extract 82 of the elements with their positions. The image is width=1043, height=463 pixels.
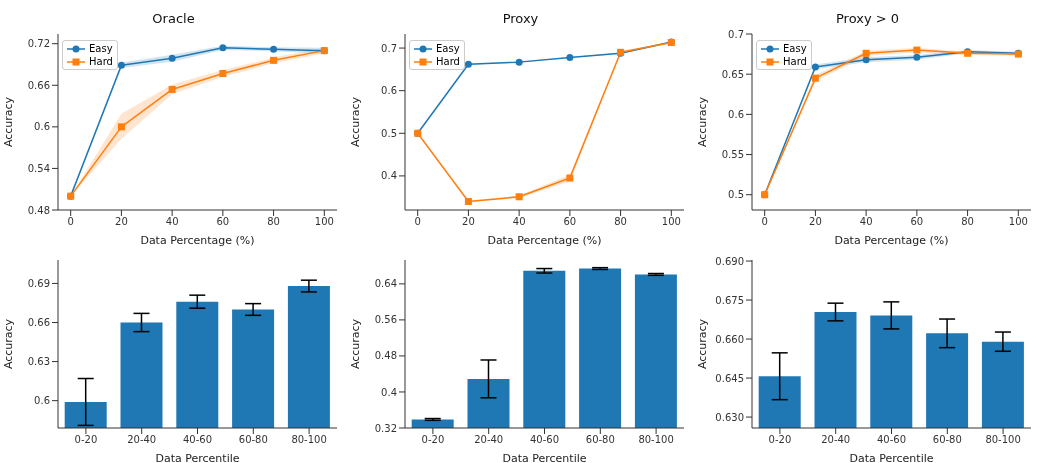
- x-tick-label: 20: [462, 216, 475, 228]
- x-tick-label: 80-100: [638, 433, 674, 445]
- y-tick-label: 0.690: [715, 255, 744, 267]
- legend-label: Hard: [783, 56, 807, 67]
- y-axis-title: Accuracy: [348, 317, 362, 369]
- y-tick-label: 0.630: [715, 411, 744, 423]
- x-tick-label: 80: [267, 216, 280, 228]
- x-tick-label: 20-40: [474, 433, 504, 445]
- y-tick-label: 0.4: [381, 386, 397, 398]
- y-tick-label: 0.66: [27, 316, 50, 328]
- x-tick-label: 80-100: [291, 433, 327, 445]
- x-tick-label: 0: [761, 216, 768, 228]
- y-tick-label: 0.6: [34, 121, 50, 133]
- y-tick-label: 0.63: [27, 355, 50, 367]
- x-tick-label: 0-20: [74, 433, 98, 445]
- y-axis-title: Accuracy: [695, 96, 709, 148]
- x-axis-title: Data Percentage (%): [834, 234, 949, 247]
- y-axis-title: Accuracy: [695, 317, 709, 369]
- legend-label: Easy: [783, 43, 807, 54]
- y-tick-label: 0.5: [728, 189, 744, 201]
- legend-label: Hard: [89, 56, 113, 67]
- y-axis-title: Accuracy: [348, 96, 362, 148]
- legend-label: Hard: [436, 56, 460, 67]
- y-tick-label: 0.660: [715, 333, 744, 345]
- x-tick-label: 40: [165, 216, 179, 228]
- y-axis-title: Accuracy: [1, 317, 15, 369]
- x-tick-label: 100: [314, 216, 334, 228]
- x-tick-label: 100: [661, 216, 681, 228]
- x-tick-label: 60-80: [238, 433, 268, 445]
- x-tick-label: 80: [961, 216, 974, 228]
- x-tick-label: 60: [563, 216, 577, 228]
- y-tick-label: 0.675: [715, 294, 744, 306]
- chart-title: Oracle: [151, 10, 196, 28]
- x-axis-title: Data Percentage (%): [140, 234, 255, 247]
- y-tick-label: 0.645: [715, 372, 744, 384]
- y-tick-label: 0.32: [374, 422, 397, 434]
- x-tick-label: 20-40: [127, 433, 157, 445]
- y-tick-label: 0.48: [27, 204, 50, 216]
- x-tick-label: 40: [512, 216, 526, 228]
- y-tick-label: 0.7: [728, 28, 744, 40]
- x-tick-label: 20: [809, 216, 822, 228]
- x-tick-label: 0: [414, 216, 421, 228]
- x-tick-label: 0-20: [421, 433, 445, 445]
- x-tick-label: 100: [1008, 216, 1028, 228]
- y-tick-label: 0.4: [381, 170, 397, 182]
- y-tick-label: 0.7: [381, 42, 397, 54]
- y-tick-label: 0.72: [27, 38, 50, 50]
- chart-title: Proxy: [501, 10, 540, 28]
- y-tick-label: 0.65: [721, 68, 744, 80]
- x-tick-label: 40-60: [529, 433, 560, 445]
- chart-title: Proxy > 0: [834, 10, 900, 28]
- x-tick-label: 40: [859, 216, 873, 228]
- y-tick-label: 0.5: [381, 127, 397, 139]
- x-axis-title: Data Percentile: [155, 451, 240, 463]
- y-tick-label: 0.54: [27, 162, 50, 174]
- x-tick-label: 80: [614, 216, 627, 228]
- y-tick-label: 0.69: [27, 277, 50, 289]
- y-tick-label: 0.64: [374, 277, 397, 289]
- x-axis-title: Data Percentile: [849, 451, 934, 463]
- y-tick-label: 0.6: [34, 394, 50, 406]
- x-tick-label: 0: [67, 216, 74, 228]
- legend-label: Easy: [436, 43, 460, 54]
- x-tick-label: 60-80: [932, 433, 962, 445]
- x-tick-label: 40-60: [182, 433, 213, 445]
- legend-label: Easy: [89, 43, 113, 54]
- y-tick-label: 0.56: [374, 313, 397, 325]
- x-tick-label: 60: [910, 216, 924, 228]
- y-tick-label: 0.6: [381, 85, 397, 97]
- y-tick-label: 0.55: [721, 149, 744, 161]
- x-tick-label: 20: [115, 216, 128, 228]
- y-tick-label: 0.48: [374, 349, 397, 361]
- x-axis-title: Data Percentile: [502, 451, 587, 463]
- x-axis-title: Data Percentage (%): [487, 234, 602, 247]
- x-tick-label: 60: [216, 216, 230, 228]
- x-tick-label: 80-100: [985, 433, 1021, 445]
- y-tick-label: 0.6: [728, 108, 744, 120]
- x-tick-label: 0-20: [768, 433, 792, 445]
- y-tick-label: 0.66: [27, 79, 50, 91]
- x-tick-label: 20-40: [821, 433, 851, 445]
- x-tick-label: 40-60: [876, 433, 907, 445]
- y-axis-title: Accuracy: [1, 96, 15, 148]
- x-tick-label: 60-80: [585, 433, 615, 445]
